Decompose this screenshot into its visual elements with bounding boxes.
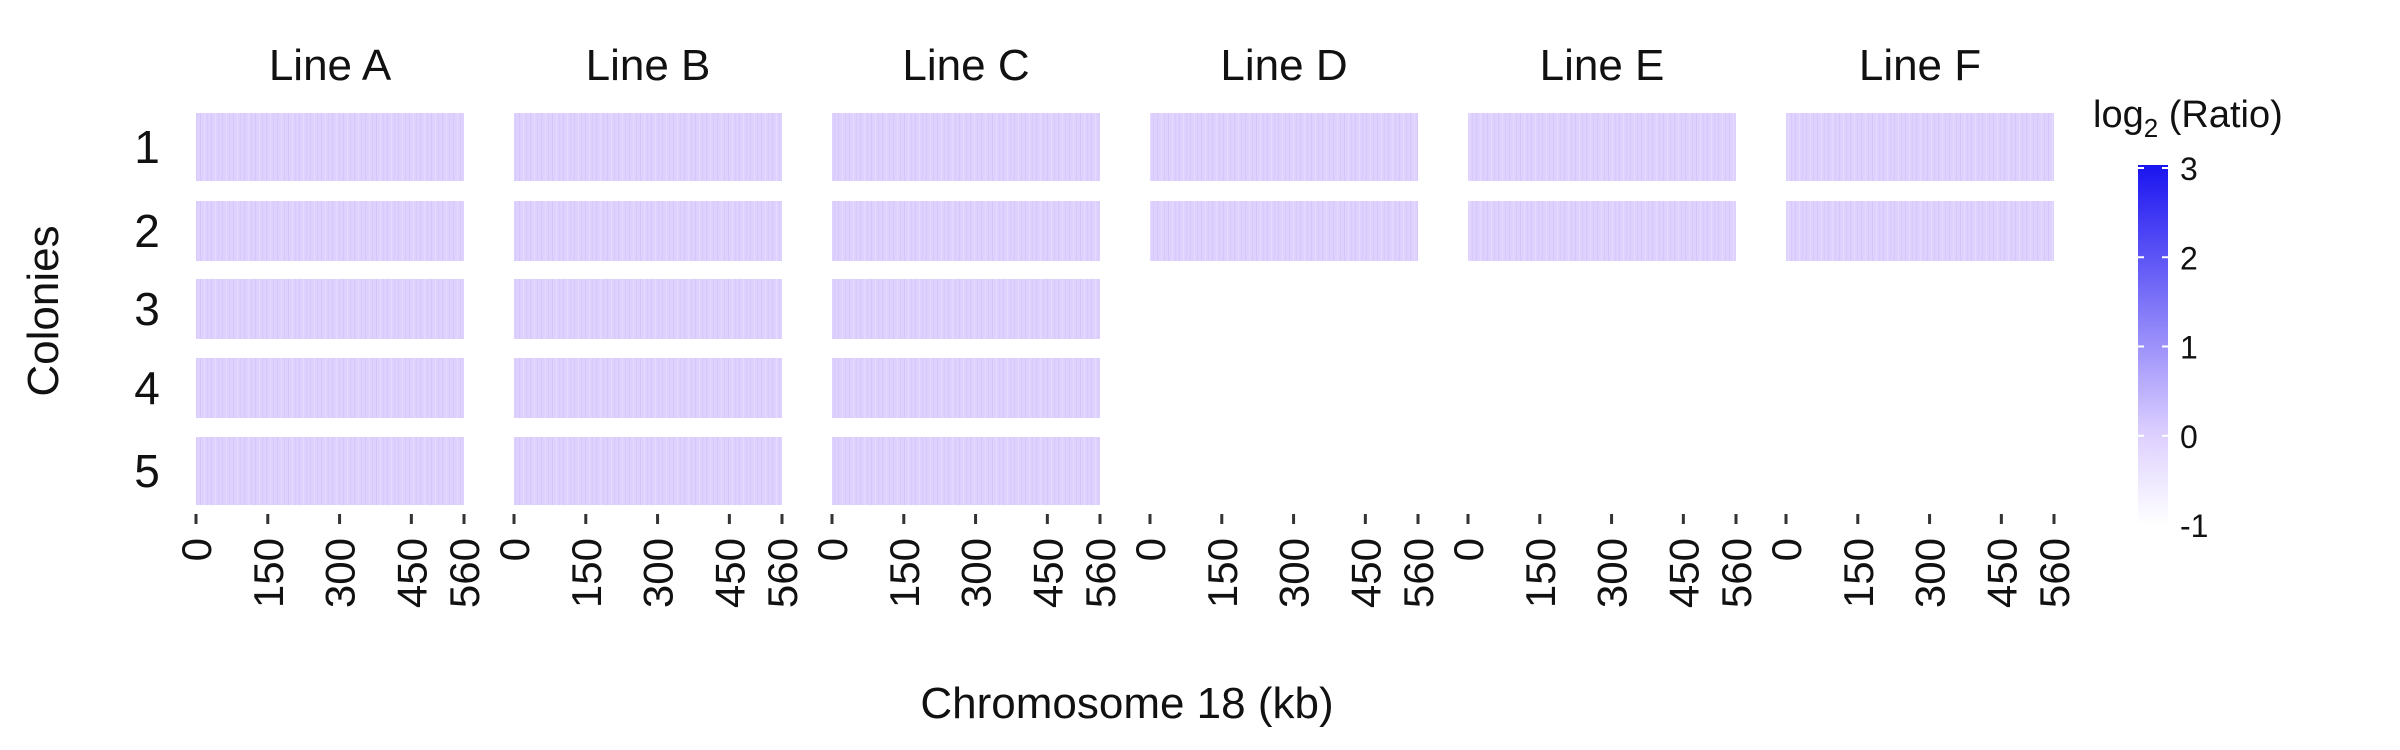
x-tick-label: 0 bbox=[1445, 538, 1492, 561]
legend-title-rest: (Ratio) bbox=[2158, 94, 2283, 136]
heatmap-tile bbox=[1150, 201, 1418, 261]
row-label-4: 4 bbox=[134, 362, 160, 414]
x-tick-label: 300 bbox=[953, 538, 1000, 608]
x-axis-label: Chromosome 18 (kb) bbox=[920, 679, 1333, 728]
legend-tick-label: 2 bbox=[2180, 240, 2198, 276]
legend-colorbar bbox=[2138, 165, 2168, 525]
heatmap-tile bbox=[832, 358, 1100, 418]
row-label-5: 5 bbox=[134, 445, 160, 497]
x-tick-label: 300 bbox=[1271, 538, 1318, 608]
heatmap-tile bbox=[832, 437, 1100, 505]
x-tick-label: 150 bbox=[881, 538, 928, 608]
heatmap-tile bbox=[1150, 113, 1418, 181]
heatmap-tile bbox=[196, 279, 464, 339]
x-tick-label: 560 bbox=[2031, 538, 2078, 608]
x-tick-label: 300 bbox=[317, 538, 364, 608]
x-tick-label: 450 bbox=[1660, 538, 1707, 608]
heatmap-tile bbox=[1786, 113, 2054, 181]
legend-ticks: 3 2 1 0 -1 bbox=[2138, 151, 2208, 544]
heatmap-tile bbox=[196, 113, 464, 181]
x-tick-label: 150 bbox=[1199, 538, 1246, 608]
x-tick-label: 150 bbox=[1517, 538, 1564, 608]
heatmap-tile bbox=[514, 201, 782, 261]
x-tick-label: 450 bbox=[1978, 538, 2025, 608]
x-tick-label: 0 bbox=[173, 538, 220, 561]
x-tick-label: 300 bbox=[1589, 538, 1636, 608]
panel-title-line-f: Line F bbox=[1859, 41, 1981, 90]
x-tick-label: 150 bbox=[563, 538, 610, 608]
x-tick-label: 560 bbox=[1077, 538, 1124, 608]
x-tick-label: 300 bbox=[635, 538, 682, 608]
panel-title-line-e: Line E bbox=[1540, 41, 1665, 90]
row-label-1: 1 bbox=[134, 121, 160, 173]
panel-title-line-a: Line A bbox=[269, 41, 392, 90]
heatmap-tile bbox=[832, 279, 1100, 339]
heatmap-tile bbox=[514, 279, 782, 339]
legend-tick-label: 1 bbox=[2180, 330, 2198, 366]
legend-title: log2 (Ratio) bbox=[2093, 94, 2283, 143]
legend-tick-label: 3 bbox=[2180, 151, 2198, 187]
x-tick-label: 450 bbox=[388, 538, 435, 608]
row-label-3: 3 bbox=[134, 283, 160, 335]
heatmap-tile bbox=[196, 437, 464, 505]
x-tick-label: 150 bbox=[1835, 538, 1882, 608]
heatmap-tile bbox=[196, 358, 464, 418]
x-tick-label: 450 bbox=[1342, 538, 1389, 608]
x-tick-label: 0 bbox=[809, 538, 856, 561]
facet-panels: 1 2 3 4 5 Line A Line B Line C Line D Line E Line … bbox=[134, 41, 2054, 505]
x-axes: 0 150 300 450 560 0 150 300 450 560 0 150 300 450 560 0… bbox=[173, 514, 2078, 608]
x-tick-label: 450 bbox=[1024, 538, 1071, 608]
x-tick-label: 300 bbox=[1907, 538, 1954, 608]
row-label-2: 2 bbox=[134, 205, 160, 257]
legend-tick-label: -1 bbox=[2180, 508, 2208, 544]
heatmap-tile bbox=[514, 358, 782, 418]
legend-tick-label: 0 bbox=[2180, 419, 2198, 455]
heatmap-tile bbox=[514, 437, 782, 505]
x-tick-label: 150 bbox=[245, 538, 292, 608]
heatmap-tile bbox=[832, 201, 1100, 261]
panel-title-line-b: Line B bbox=[586, 41, 711, 90]
x-tick-label: 560 bbox=[759, 538, 806, 608]
heatmap-tile bbox=[1468, 113, 1736, 181]
heatmap-tile bbox=[1468, 201, 1736, 261]
x-tick-label: 0 bbox=[1127, 538, 1174, 561]
heatmap-tile bbox=[832, 113, 1100, 181]
y-axis-label: Colonies bbox=[19, 225, 68, 396]
x-tick-label: 560 bbox=[1713, 538, 1760, 608]
legend-title-base: log bbox=[2093, 94, 2144, 136]
heatmap-tile bbox=[514, 113, 782, 181]
heatmap-tile bbox=[196, 201, 464, 261]
x-tick-label: 450 bbox=[706, 538, 753, 608]
x-tick-label: 560 bbox=[1395, 538, 1442, 608]
panel-title-line-c: Line C bbox=[902, 41, 1029, 90]
x-tick-label: 0 bbox=[491, 538, 538, 561]
legend-title-subscript: 2 bbox=[2144, 113, 2158, 143]
panel-title-line-d: Line D bbox=[1220, 41, 1347, 90]
x-tick-label: 560 bbox=[441, 538, 488, 608]
x-tick-label: 0 bbox=[1763, 538, 1810, 561]
heatmap-tile bbox=[1786, 201, 2054, 261]
